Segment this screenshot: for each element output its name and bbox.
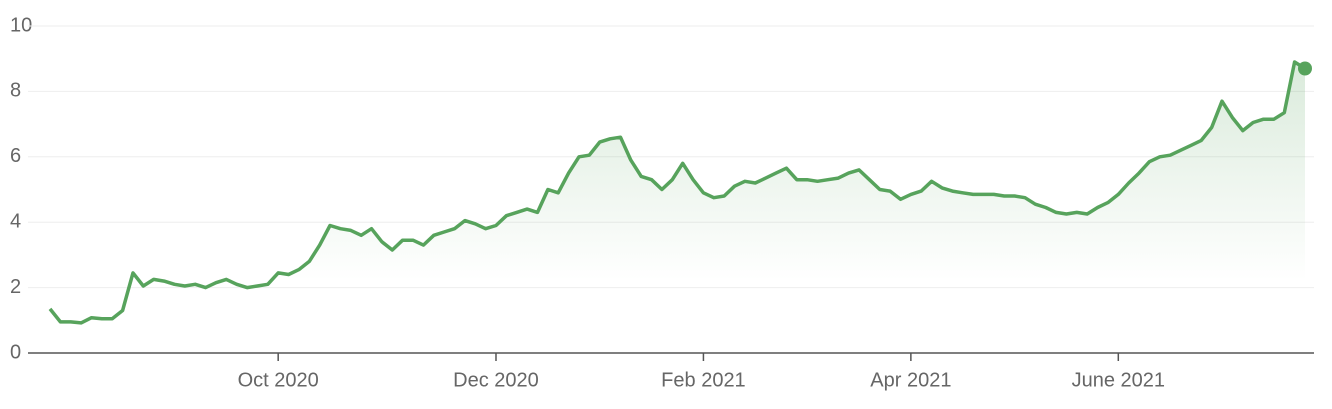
- end-marker: [1298, 61, 1312, 76]
- area: [50, 62, 1305, 353]
- y-tick-label: 8: [10, 80, 21, 102]
- line: [48, 60, 1306, 325]
- x-tick-label: Feb 2021: [661, 369, 746, 391]
- x-tick-label: June 2021: [1072, 369, 1165, 391]
- x-tick-label: Dec 2020: [453, 369, 539, 391]
- y-tick-label: 10: [10, 14, 32, 36]
- x-tick-label: Oct 2020: [238, 369, 319, 391]
- y-tick-label: 2: [10, 276, 21, 298]
- y-tick-label: 6: [10, 145, 21, 167]
- y-tick-label: 0: [10, 341, 21, 363]
- x-tick-label: Apr 2021: [870, 369, 951, 391]
- y-tick-label: 4: [10, 210, 21, 232]
